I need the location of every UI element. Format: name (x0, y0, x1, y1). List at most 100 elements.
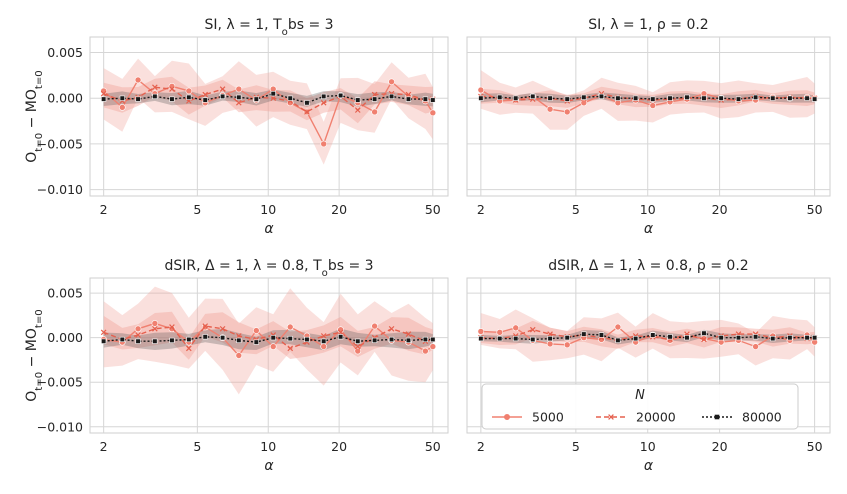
legend-label-5000: 5000 (532, 410, 564, 425)
point-80000 (355, 97, 361, 103)
point-80000 (684, 335, 690, 341)
point-5000 (320, 343, 327, 350)
point-80000 (718, 95, 724, 101)
panel-title: SI, λ = 1, ρ = 0.2 (588, 17, 708, 33)
point-20000 (169, 324, 175, 330)
point-5000 (614, 323, 622, 331)
point-5000 (235, 352, 243, 359)
point-20000 (529, 326, 536, 333)
point-5000 (168, 325, 176, 333)
point-80000 (752, 94, 759, 100)
point-80000 (321, 338, 327, 344)
point-80000 (752, 334, 759, 340)
point-80000 (253, 339, 259, 345)
point-20000 (202, 323, 209, 329)
point-80000 (405, 337, 412, 343)
x-tick-label: 10 (260, 202, 276, 217)
point-80000 (422, 96, 429, 102)
x-tick-label: 5 (572, 202, 580, 217)
point-20000 (152, 84, 158, 91)
plot-frame (466, 36, 831, 197)
y-tick-label: −0.010 (37, 182, 83, 197)
point-5000 (151, 320, 159, 327)
point-80000 (787, 95, 793, 101)
point-80000 (633, 335, 639, 342)
point-20000 (202, 91, 209, 98)
point-80000 (701, 330, 707, 336)
point-80000 (119, 336, 125, 343)
point-20000 (219, 325, 226, 332)
point-80000 (135, 338, 141, 344)
x-tick-label: 2 (100, 202, 108, 217)
point-5000 (649, 102, 657, 109)
point-5000 (477, 328, 485, 335)
point-80000 (253, 96, 259, 102)
x-tick-label: 20 (331, 202, 347, 217)
x-axis-label: α (644, 221, 654, 237)
point-80000 (770, 335, 776, 342)
point-5000 (546, 105, 554, 113)
y-tick-label: 0.000 (47, 91, 83, 106)
point-80000 (812, 96, 818, 102)
point-80000 (497, 335, 503, 342)
point-80000 (152, 338, 158, 344)
series-line-80000 (103, 336, 433, 343)
band-20000 (480, 86, 815, 108)
plot-frame (89, 277, 449, 434)
chart-panel-2: 2 5 10 20 50 SI, λ = 1, ρ = 0.2 α (466, 17, 831, 237)
y-axis-label: Ot=0 − MOt=0 (24, 70, 45, 162)
point-80000 (530, 93, 536, 99)
point-5000 (496, 329, 504, 336)
x-tick-label: 20 (331, 439, 347, 454)
point-5000 (269, 343, 277, 350)
point-80000 (236, 94, 242, 100)
point-80000 (101, 338, 107, 344)
point-80000 (152, 93, 158, 99)
x-tick-label: 2 (477, 202, 485, 217)
point-20000 (304, 109, 310, 115)
legend-label-20000: 20000 (636, 410, 676, 425)
x-axis-label: α (264, 221, 274, 237)
point-5000 (422, 347, 429, 355)
y-tick-label: 0.005 (47, 286, 83, 301)
band-20000 (103, 76, 433, 124)
point-80000 (497, 94, 503, 100)
point-80000 (372, 337, 378, 343)
point-80000 (186, 94, 192, 100)
point-20000 (371, 91, 378, 98)
point-20000 (405, 91, 412, 98)
point-20000 (320, 99, 327, 106)
point-80000 (581, 331, 587, 337)
point-80000 (547, 335, 553, 342)
point-80000 (388, 93, 395, 99)
point-5000 (371, 322, 378, 330)
legend-marker-80000 (714, 414, 720, 420)
point-80000 (287, 335, 293, 342)
point-80000 (169, 96, 175, 102)
legend: N 5000 20000 80000 (481, 383, 799, 430)
plot-area (100, 58, 437, 165)
point-20000 (287, 345, 294, 352)
y-tick-label: 0.005 (47, 45, 83, 60)
point-80000 (270, 335, 276, 341)
x-tick-label: 20 (712, 439, 728, 454)
point-80000 (169, 337, 175, 343)
point-80000 (430, 97, 436, 103)
x-tick-label: 5 (193, 202, 201, 217)
point-80000 (220, 93, 226, 99)
point-20000 (100, 329, 107, 336)
band-5000 (103, 286, 433, 395)
x-axis-label: α (264, 458, 274, 474)
x-tick-label: 50 (425, 202, 441, 217)
point-80000 (701, 95, 707, 101)
point-80000 (770, 95, 776, 101)
point-5000 (253, 327, 260, 334)
point-80000 (598, 332, 605, 338)
point-80000 (478, 335, 484, 342)
point-80000 (650, 96, 656, 102)
y-tick-label: −0.005 (37, 375, 83, 390)
panel-title: dSIR, Δ = 1, λ = 0.8, Tobs = 3 (164, 258, 373, 279)
x-tick-label: 50 (425, 439, 441, 454)
point-80000 (530, 336, 536, 343)
point-80000 (684, 94, 690, 100)
